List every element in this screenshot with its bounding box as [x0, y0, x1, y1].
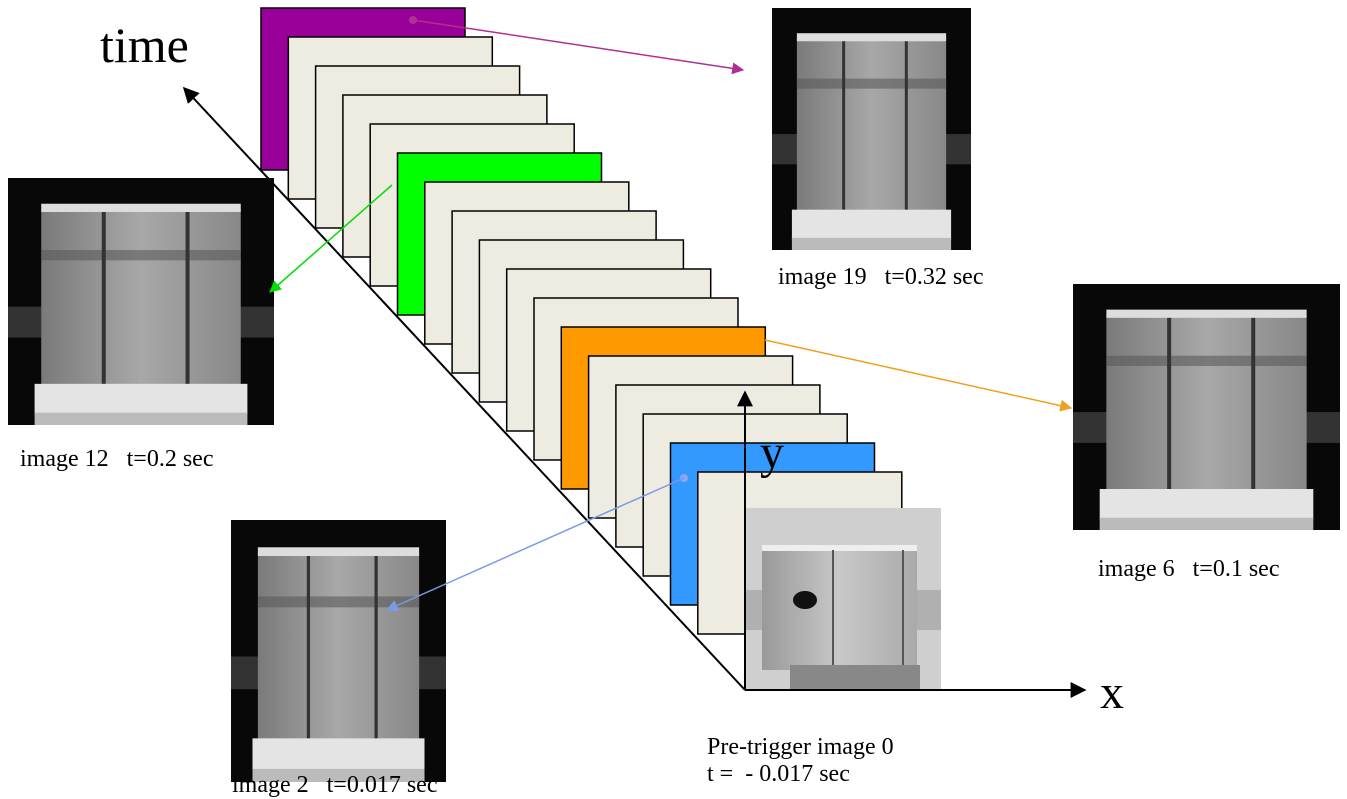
pretrigger-time: t = - 0.017 sec	[707, 761, 850, 787]
photo	[8, 178, 274, 425]
image-caption: image 2 t=0.017 sec	[232, 772, 438, 798]
image-caption: image 6 t=0.1 sec	[1098, 556, 1280, 582]
y-label: y	[760, 426, 784, 479]
time-label: time	[100, 17, 189, 73]
pretrigger-caption: Pre-trigger image 0	[707, 734, 894, 760]
photo	[1073, 284, 1340, 530]
diagram: time y x image 19 t=0.32 sec image 12 t=…	[0, 0, 1347, 799]
photo	[231, 520, 446, 782]
image-caption: image 19 t=0.32 sec	[778, 264, 984, 290]
photo	[772, 8, 971, 250]
image-caption: image 12 t=0.2 sec	[20, 446, 214, 472]
pretrigger-photo	[745, 508, 941, 690]
x-label: x	[1100, 666, 1124, 719]
